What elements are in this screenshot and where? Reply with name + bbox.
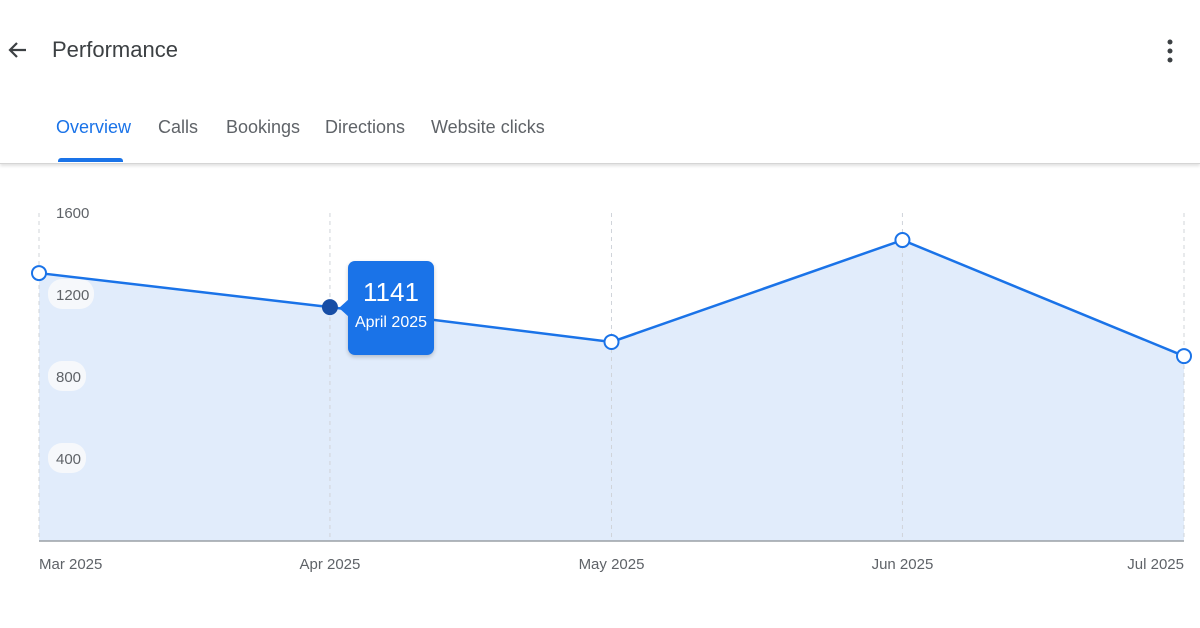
x-tick-label: Apr 2025 xyxy=(299,556,360,573)
x-tick-label: Jul 2025 xyxy=(1127,556,1184,573)
tooltip-label: April 2025 xyxy=(354,314,428,331)
active-tab-indicator xyxy=(58,158,123,162)
y-tick-label: 1200 xyxy=(56,287,89,304)
more-options-button[interactable] xyxy=(1160,36,1180,66)
y-tick-label: 800 xyxy=(56,369,81,386)
y-tick-bg xyxy=(48,279,94,309)
tab-website-clicks[interactable]: Website clicks xyxy=(431,117,545,137)
more-vertical-icon xyxy=(1167,39,1173,63)
tooltip-value: 1141 xyxy=(363,277,419,307)
y-tick-label: 1600 xyxy=(56,205,89,222)
tab-calls[interactable]: Calls xyxy=(158,117,199,137)
data-point xyxy=(894,232,911,249)
y-tick-bg xyxy=(48,443,86,473)
data-point xyxy=(603,333,620,350)
data-point xyxy=(31,265,47,282)
x-tick-label: Mar 2025 xyxy=(39,556,102,573)
data-point-selected xyxy=(321,299,338,316)
arrow-left-icon xyxy=(8,42,26,58)
chart-tooltip: 1141 April 2025 xyxy=(339,261,434,355)
x-tick-label: May 2025 xyxy=(579,556,645,573)
x-tick-label: Jun 2025 xyxy=(872,556,934,573)
y-tick-bg xyxy=(48,361,86,391)
data-point xyxy=(1176,348,1192,365)
tab-overview[interactable]: Overview xyxy=(56,117,132,137)
header-tabs-bar xyxy=(0,0,1200,164)
page-title: Performance xyxy=(52,37,178,62)
tab-bookings[interactable]: Bookings xyxy=(226,117,301,137)
tab-directions[interactable]: Directions xyxy=(325,117,406,137)
back-button[interactable] xyxy=(6,36,32,64)
y-tick-label: 400 xyxy=(56,451,81,468)
